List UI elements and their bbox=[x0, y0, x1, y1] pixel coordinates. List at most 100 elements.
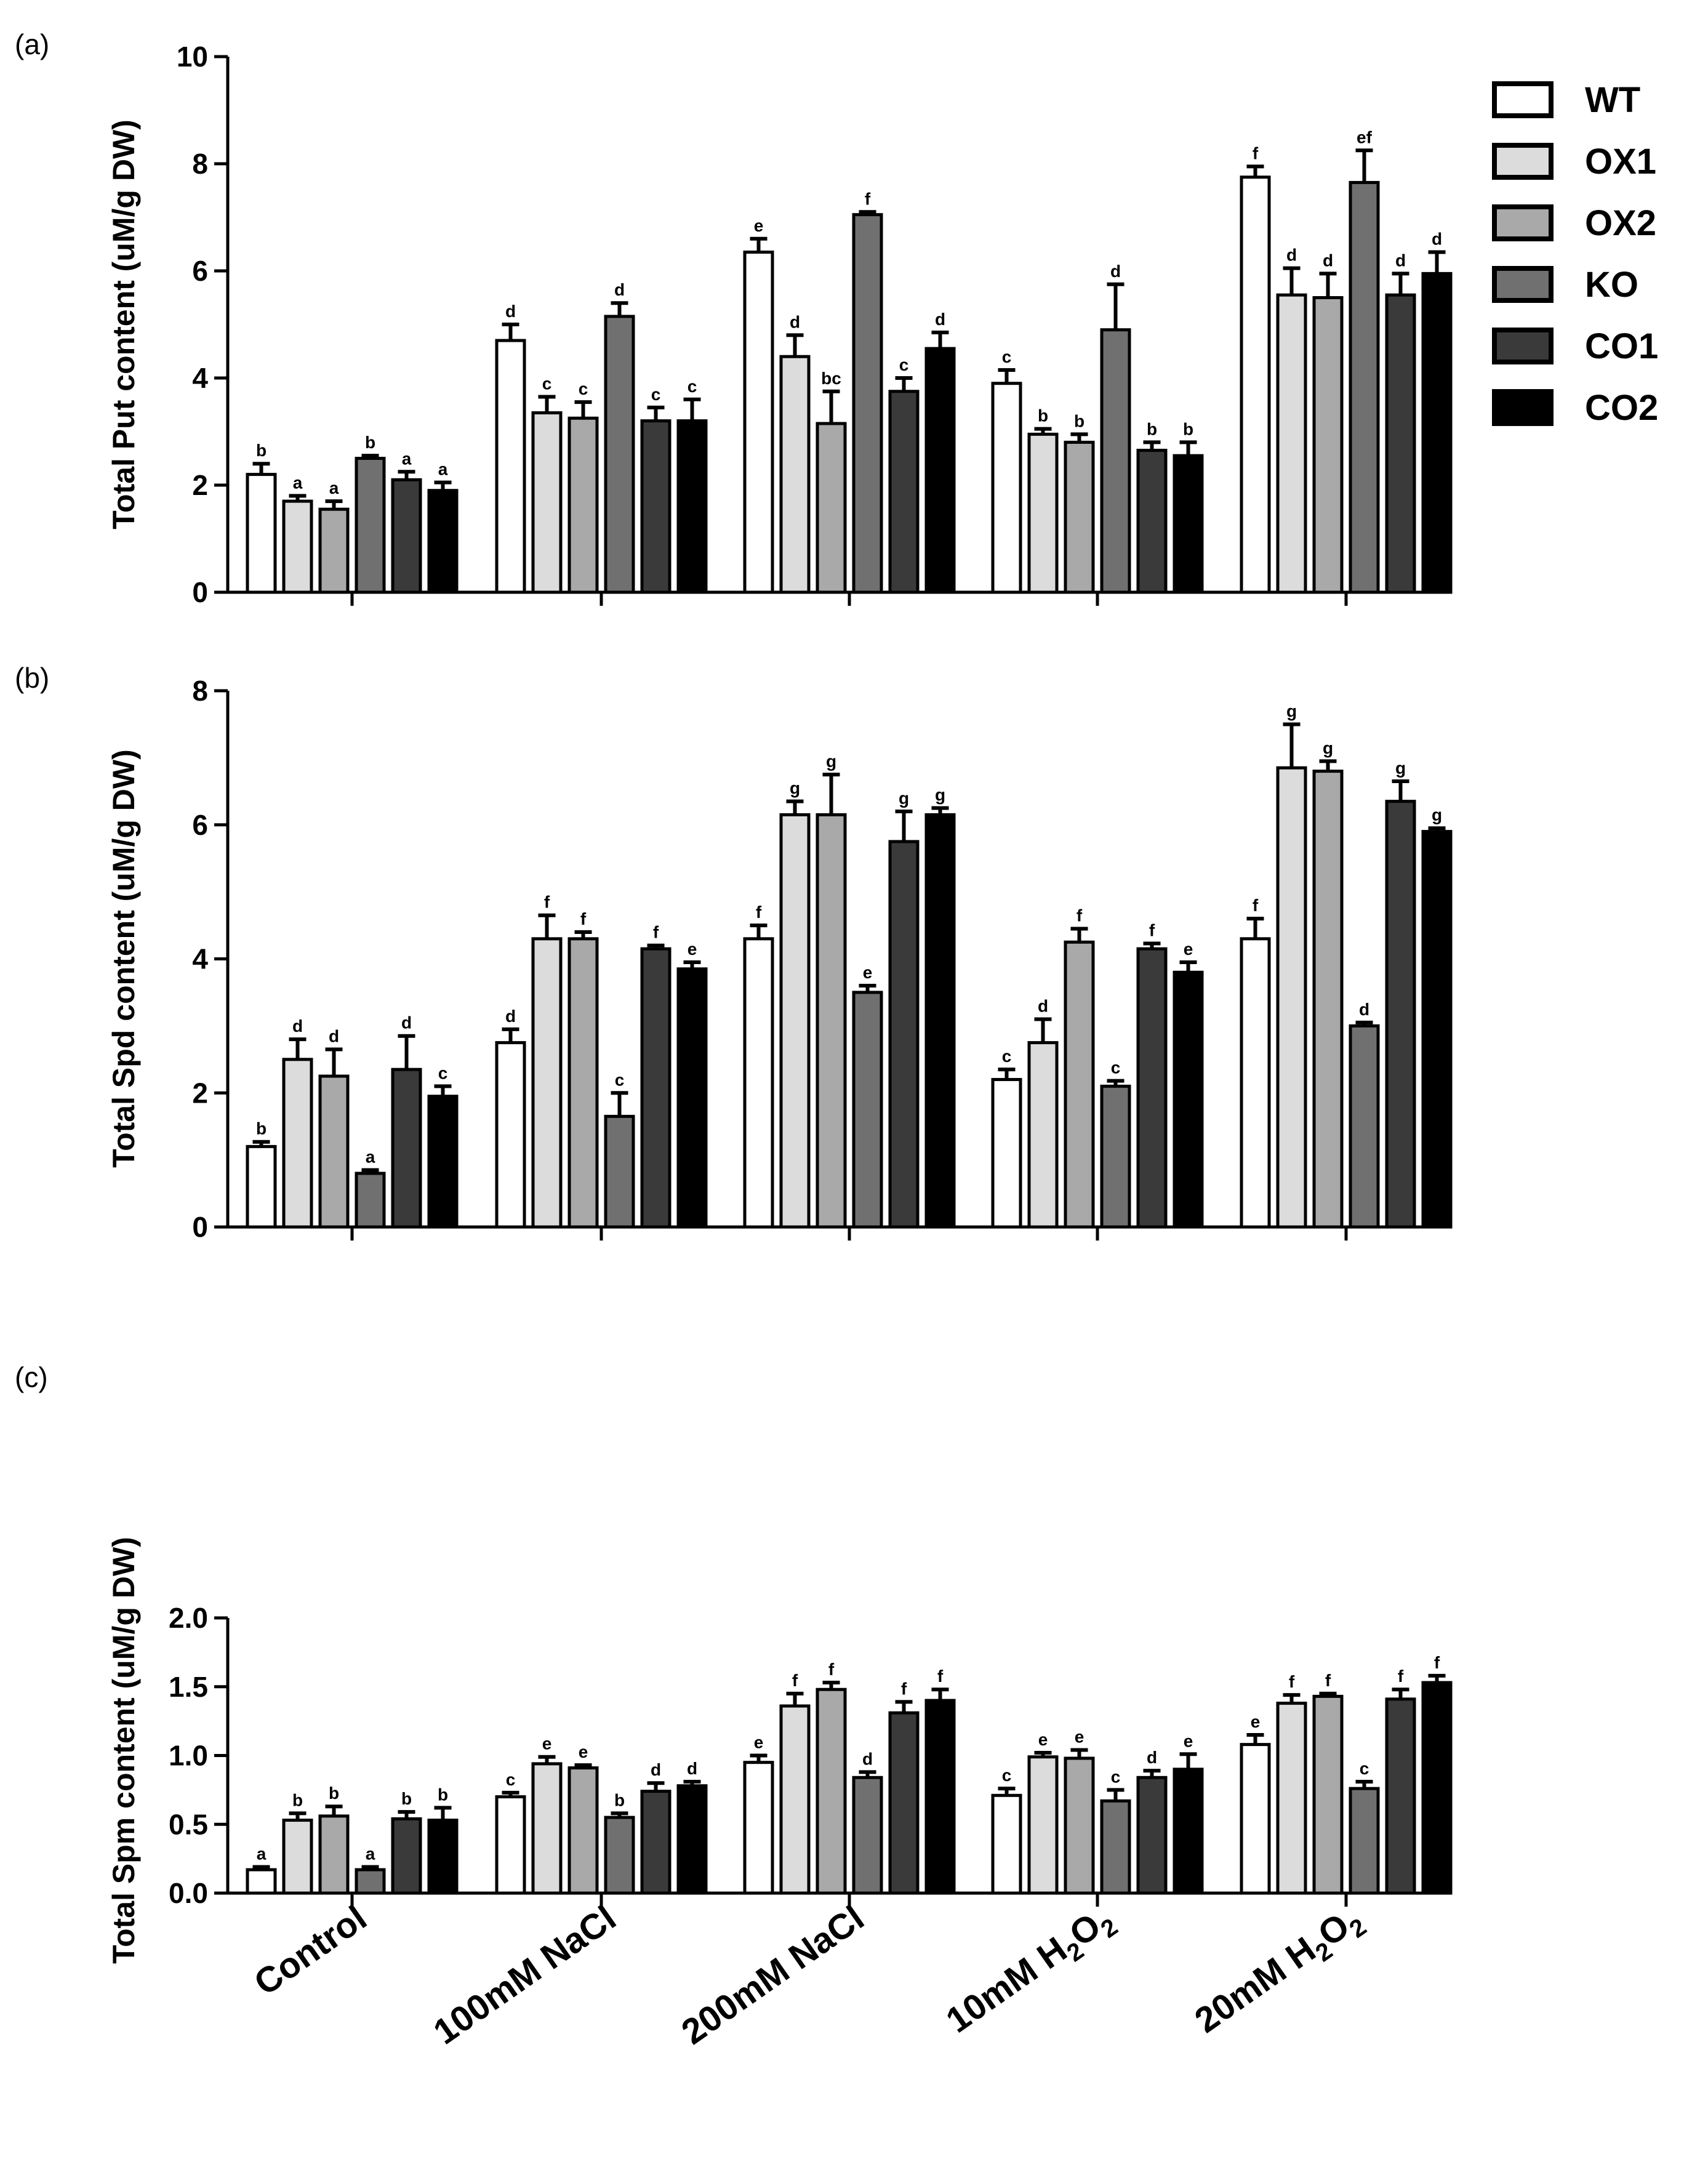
y-axis-title: Total Spm content (uM/g DW) bbox=[106, 1537, 141, 1963]
significance-letter: c bbox=[1002, 1766, 1012, 1785]
y-axis-title: Total Spd content (uM/g DW) bbox=[106, 749, 141, 1168]
bar-co2-2 bbox=[924, 1699, 956, 1895]
bar-wt-2 bbox=[743, 251, 774, 594]
x-category-label: Control bbox=[247, 1897, 374, 2003]
legend-swatch-ox1 bbox=[1492, 143, 1554, 180]
significance-letter: f bbox=[1253, 143, 1259, 163]
y-tick-label: 10 bbox=[177, 41, 208, 73]
legend-label: WT bbox=[1585, 80, 1640, 120]
bar-ko-2 bbox=[852, 1776, 883, 1895]
bar-ox2-4 bbox=[1312, 1694, 1344, 1895]
bar-ko-4 bbox=[1349, 180, 1380, 594]
significance-letter: f bbox=[1289, 1672, 1295, 1691]
bar-ox1-3 bbox=[1027, 1041, 1059, 1229]
significance-letter: e bbox=[1184, 1731, 1193, 1750]
legend-label: CO1 bbox=[1585, 326, 1658, 366]
significance-letter: b bbox=[1038, 406, 1048, 425]
bar-ko-3 bbox=[1100, 1084, 1131, 1229]
y-tick-label: 6 bbox=[192, 255, 208, 287]
significance-letter: f bbox=[653, 923, 659, 942]
significance-letter: c bbox=[1111, 1767, 1121, 1786]
bar-wt-0 bbox=[246, 1144, 277, 1229]
significance-letter: d bbox=[1147, 1748, 1157, 1767]
bar-wt-3 bbox=[991, 382, 1022, 594]
significance-letter: d bbox=[401, 1013, 412, 1032]
bar-co2-1 bbox=[676, 967, 708, 1229]
significance-letter: c bbox=[579, 379, 588, 398]
significance-letter: c bbox=[542, 374, 552, 393]
legend-label: KO bbox=[1585, 265, 1638, 305]
bar-co1-0 bbox=[391, 478, 422, 594]
bar-co1-3 bbox=[1136, 947, 1168, 1229]
significance-letter: e bbox=[688, 939, 697, 959]
y-tick-label: 8 bbox=[192, 675, 208, 707]
bar-ox1-1 bbox=[531, 937, 563, 1229]
significance-letter: f bbox=[1077, 906, 1083, 925]
significance-letter: f bbox=[1398, 1667, 1404, 1686]
significance-letter: f bbox=[544, 893, 550, 912]
bar-ko-2 bbox=[852, 213, 883, 594]
bar-ko-1 bbox=[604, 1816, 635, 1895]
significance-letter: d bbox=[505, 302, 516, 321]
y-tick-label: 1.0 bbox=[169, 1740, 208, 1772]
significance-letter: d bbox=[935, 310, 945, 329]
significance-letter: b bbox=[1074, 411, 1085, 430]
bar-ox2-3 bbox=[1064, 940, 1095, 1229]
bar-ox2-0 bbox=[318, 1074, 350, 1229]
bar-wt-3 bbox=[991, 1793, 1022, 1895]
significance-letter: g bbox=[1395, 758, 1406, 778]
bar-ox2-2 bbox=[816, 422, 847, 594]
significance-letter: f bbox=[901, 1679, 907, 1698]
bar-co1-4 bbox=[1385, 293, 1416, 594]
significance-letter: g bbox=[826, 752, 836, 771]
significance-letter: g bbox=[790, 779, 800, 798]
significance-letter: ef bbox=[1357, 127, 1373, 147]
bar-ko-0 bbox=[355, 1172, 386, 1229]
bar-ko-1 bbox=[604, 315, 635, 594]
significance-letter: d bbox=[790, 312, 800, 331]
x-category-label: 100mM NaCl bbox=[427, 1897, 623, 2052]
bar-wt-4 bbox=[1240, 175, 1271, 594]
significance-letter: g bbox=[899, 789, 909, 808]
significance-letter: c bbox=[1360, 1759, 1369, 1778]
significance-letter: c bbox=[688, 377, 697, 396]
bar-ox2-2 bbox=[816, 1687, 847, 1895]
significance-letter: b bbox=[329, 1784, 339, 1803]
bar-co2-0 bbox=[427, 1095, 459, 1229]
bar-ox1-4 bbox=[1276, 293, 1307, 594]
bar-ox2-3 bbox=[1064, 1756, 1095, 1895]
significance-letter: a bbox=[366, 1844, 375, 1864]
y-tick-label: 2 bbox=[192, 1077, 208, 1109]
significance-letter: f bbox=[828, 1660, 835, 1679]
bar-ox1-2 bbox=[779, 813, 811, 1229]
significance-letter: f bbox=[580, 909, 587, 928]
legend-swatch-co1 bbox=[1492, 328, 1554, 364]
significance-letter: e bbox=[754, 216, 764, 235]
significance-letter: b bbox=[1183, 419, 1193, 438]
bar-wt-2 bbox=[743, 937, 774, 1229]
y-tick-label: 4 bbox=[192, 362, 208, 394]
legend-swatch-co2 bbox=[1492, 389, 1554, 426]
y-tick-label: 0.5 bbox=[169, 1808, 208, 1840]
legend-swatch-wt bbox=[1492, 81, 1554, 118]
x-axis-category-labels: Control 100mM NaCl 200mM NaCl 10mM H2O2 20mM… bbox=[247, 1897, 1371, 2052]
significance-letter: b bbox=[365, 433, 375, 452]
bar-ox2-4 bbox=[1312, 770, 1344, 1229]
significance-letter: a bbox=[329, 478, 339, 497]
bar-ko-3 bbox=[1100, 328, 1131, 594]
significance-letter: e bbox=[579, 1742, 588, 1761]
significance-letter: c bbox=[1002, 1047, 1012, 1066]
significance-letter: d bbox=[1038, 996, 1048, 1015]
significance-letter: f bbox=[937, 1667, 944, 1686]
bar-co1-4 bbox=[1385, 1697, 1416, 1895]
bar-co1-3 bbox=[1136, 1776, 1168, 1895]
bar-co1-0 bbox=[391, 1068, 422, 1229]
y-tick-label: 6 bbox=[192, 809, 208, 841]
significance-letter: c bbox=[899, 355, 909, 374]
significance-letter: d bbox=[292, 1016, 303, 1036]
significance-letter: f bbox=[1434, 1653, 1440, 1672]
legend-label: OX1 bbox=[1585, 142, 1656, 182]
significance-letter: f bbox=[1149, 920, 1155, 939]
significance-letter: a bbox=[257, 1844, 267, 1864]
